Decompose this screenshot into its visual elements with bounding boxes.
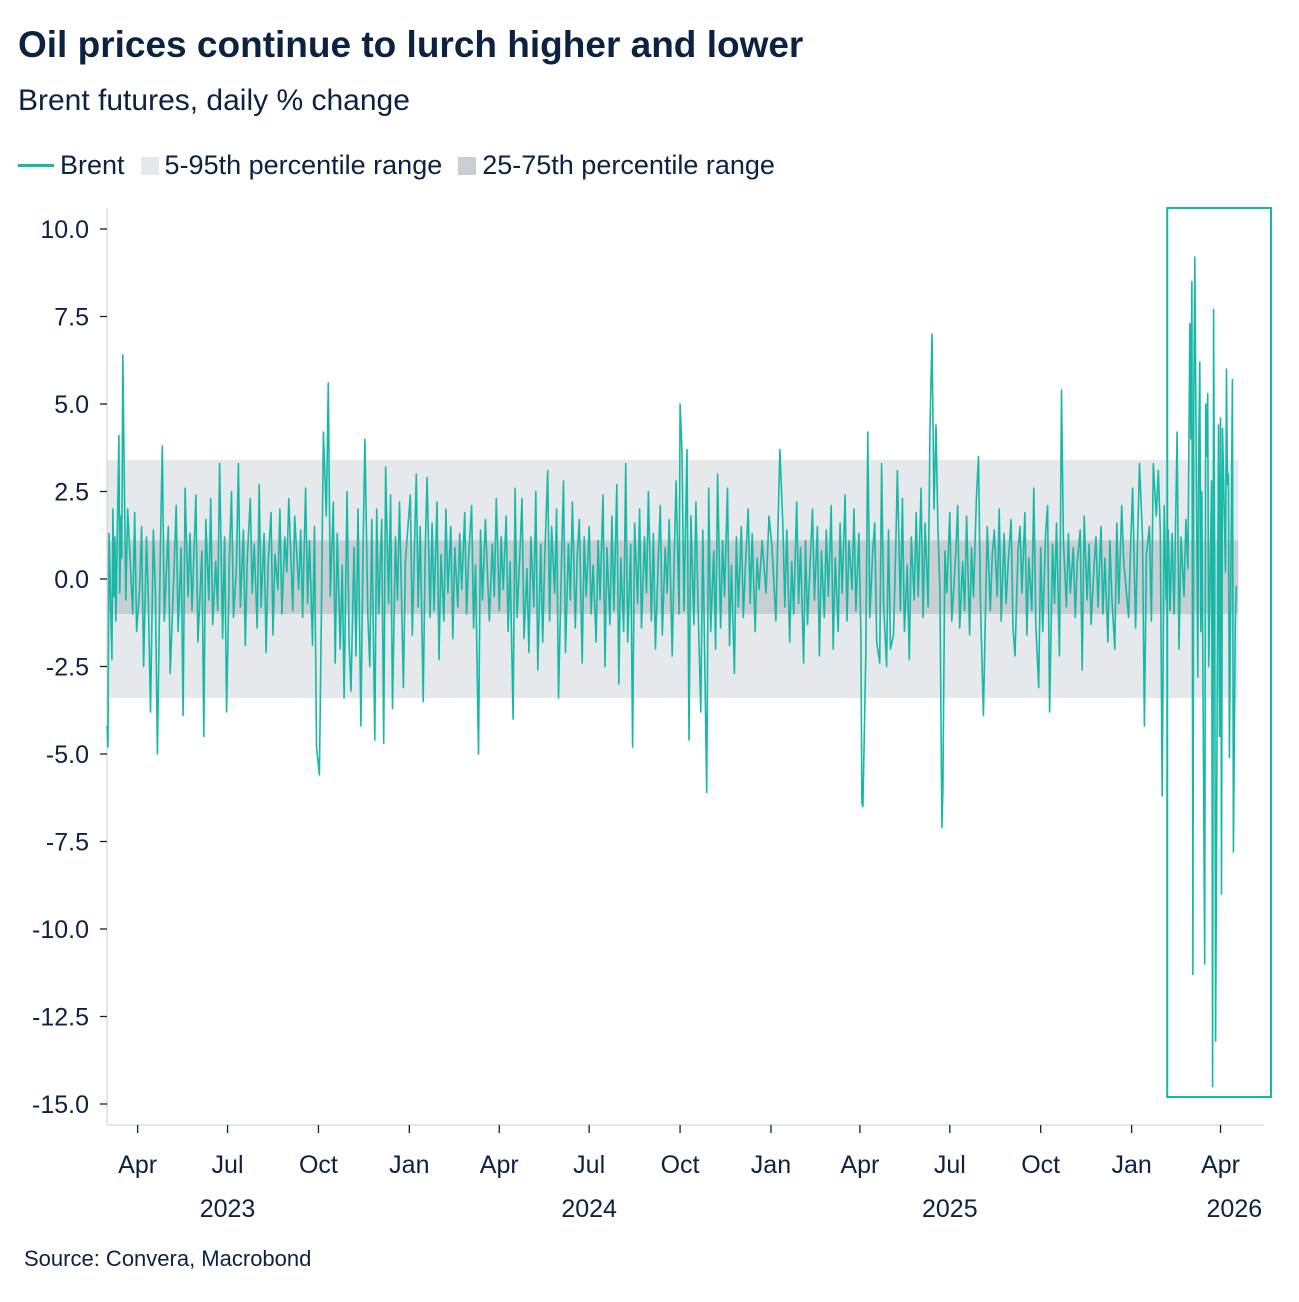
x-year-label: 2026: [1207, 1195, 1263, 1223]
source-note: Source: Convera, Macrobond: [24, 1246, 312, 1271]
legend: Brent 5-95th percentile range 25-75th pe…: [18, 150, 791, 181]
legend-item-brent: Brent: [18, 150, 125, 181]
y-tick-label: -15.0: [32, 1091, 89, 1119]
x-tick-label: Apr: [840, 1151, 879, 1179]
x-tick-label: Jan: [1111, 1151, 1151, 1179]
y-tick-label: 10.0: [40, 216, 89, 244]
x-tick-label: Jul: [573, 1151, 605, 1179]
legend-item-inner-band: 25-75th percentile range: [458, 150, 775, 181]
y-tick-label: 2.5: [54, 479, 89, 507]
legend-swatch-brent: [18, 164, 54, 167]
x-tick-label: Oct: [299, 1151, 338, 1179]
legend-item-outer-band: 5-95th percentile range: [140, 150, 443, 181]
legend-label-brent: Brent: [60, 150, 125, 180]
chart-subtitle: Brent futures, daily % change: [18, 84, 410, 117]
y-tick-label: -7.5: [46, 829, 89, 857]
x-tick-label: Oct: [1021, 1151, 1060, 1179]
x-year-label: 2025: [922, 1195, 978, 1223]
x-tick-label: Jul: [934, 1151, 966, 1179]
y-tick-label: -2.5: [46, 654, 89, 682]
highlight-box: [1166, 207, 1273, 1098]
x-tick-label: Jan: [751, 1151, 791, 1179]
x-tick-label: Apr: [118, 1151, 157, 1179]
series-line-brent: [106, 256, 1238, 1088]
chart-title: Oil prices continue to lurch higher and …: [18, 24, 804, 65]
legend-label-inner-band: 25-75th percentile range: [482, 150, 775, 180]
x-year-label: 2023: [200, 1195, 256, 1223]
y-tick-label: -12.5: [32, 1004, 89, 1032]
legend-label-outer-band: 5-95th percentile range: [164, 150, 443, 180]
x-tick-label: Apr: [1201, 1151, 1240, 1179]
x-year-label: 2024: [561, 1195, 617, 1223]
y-tick-label: 5.0: [54, 391, 89, 419]
legend-swatch-outer-band: [140, 156, 159, 175]
y-tick-label: 7.5: [54, 304, 89, 332]
x-tick-label: Oct: [661, 1151, 700, 1179]
legend-swatch-inner-band: [458, 156, 477, 175]
y-tick-label: -10.0: [32, 916, 89, 944]
x-tick-label: Jul: [212, 1151, 244, 1179]
y-tick-label: 0.0: [54, 566, 89, 594]
y-tick-label: -5.0: [46, 741, 89, 769]
x-tick-label: Jan: [389, 1151, 429, 1179]
x-tick-label: Apr: [480, 1151, 519, 1179]
